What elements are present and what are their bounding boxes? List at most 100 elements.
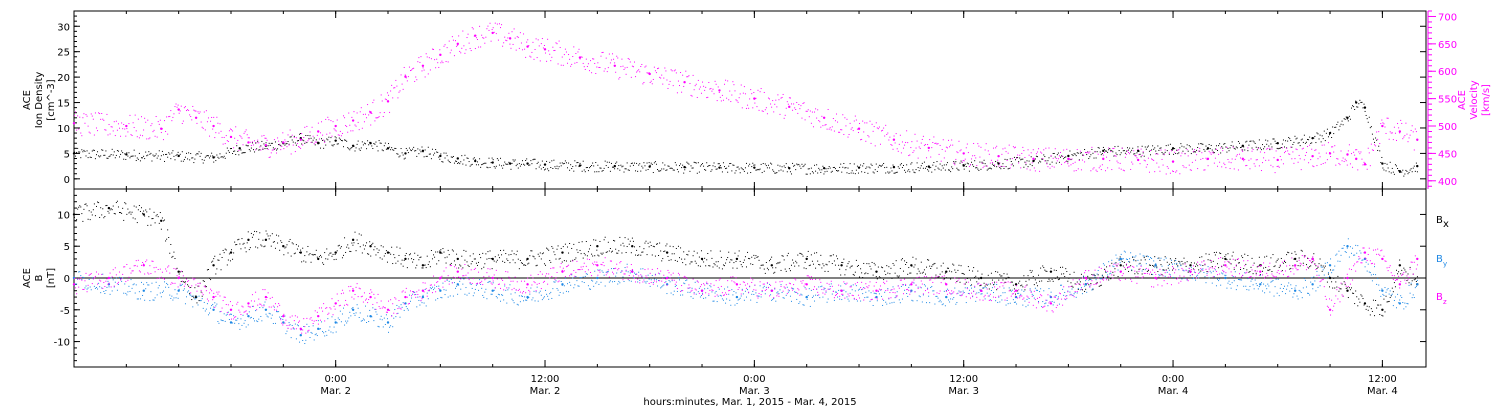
velocity-sample xyxy=(859,122,861,124)
velocity-sample xyxy=(693,89,695,91)
velocity-sample xyxy=(1391,132,1393,134)
bx-sample xyxy=(550,261,552,263)
density-sample xyxy=(1155,150,1157,152)
bx-sample xyxy=(625,252,627,254)
bx-sample xyxy=(290,255,292,257)
bx-sample xyxy=(1027,275,1029,277)
density-sample xyxy=(950,171,952,173)
velocity-sample xyxy=(710,87,712,89)
velocity-sample xyxy=(89,132,91,134)
velocity-sample xyxy=(736,100,738,102)
density-sample xyxy=(1214,148,1216,150)
velocity-sample xyxy=(647,72,649,74)
bx-sample xyxy=(984,285,986,287)
velocity-sample xyxy=(804,119,806,121)
velocity-sample xyxy=(585,58,587,60)
by-sample xyxy=(623,280,625,282)
velocity-sample xyxy=(1354,154,1356,156)
by-sample xyxy=(205,308,207,310)
bx-point xyxy=(212,264,215,267)
velocity-sample xyxy=(571,63,573,65)
bx-sample xyxy=(207,269,209,271)
by-sample xyxy=(693,292,695,294)
density-sample xyxy=(1243,146,1245,148)
density-sample xyxy=(356,143,358,145)
bx-sample xyxy=(1135,260,1137,262)
velocity-sample xyxy=(269,156,271,158)
bx-sample xyxy=(861,272,863,274)
velocity-sample xyxy=(793,103,795,105)
bx-sample xyxy=(923,269,925,271)
density-sample xyxy=(474,159,476,161)
velocity-sample xyxy=(983,165,985,167)
velocity-sample xyxy=(506,40,508,42)
bx-sample xyxy=(256,231,258,233)
velocity-sample xyxy=(363,121,365,123)
bx-sample xyxy=(619,236,621,238)
bx-sample xyxy=(660,250,662,252)
density-sample xyxy=(1107,151,1109,153)
bx-sample xyxy=(764,272,766,274)
by-sample xyxy=(408,294,410,296)
by-sample xyxy=(286,330,288,332)
velocity-sample xyxy=(449,52,451,54)
density-sample xyxy=(115,154,117,156)
bx-sample xyxy=(1034,279,1036,281)
density-sample xyxy=(228,151,230,153)
bx-sample xyxy=(394,257,396,259)
density-sample xyxy=(134,155,136,157)
velocity-sample xyxy=(645,65,647,67)
velocity-sample xyxy=(837,121,839,123)
bx-sample xyxy=(812,263,814,265)
bx-sample xyxy=(1331,281,1333,283)
bx-sample xyxy=(821,267,823,269)
bx-sample xyxy=(535,265,537,267)
density-sample xyxy=(414,150,416,152)
velocity-sample xyxy=(100,118,102,120)
density-sample xyxy=(1009,158,1011,160)
density-sample xyxy=(615,162,617,164)
density-sample xyxy=(121,150,123,152)
bx-sample xyxy=(171,256,173,258)
bx-sample xyxy=(695,262,697,264)
velocity-sample xyxy=(518,47,520,49)
density-sample xyxy=(633,162,635,164)
bx-sample xyxy=(951,271,953,273)
by-sample xyxy=(200,300,202,302)
density-sample xyxy=(112,154,114,156)
density-sample xyxy=(503,164,505,166)
bx-sample xyxy=(815,267,817,269)
velocity-sample xyxy=(1186,149,1188,151)
by-sample xyxy=(463,278,465,280)
bx-sample xyxy=(1297,265,1299,267)
velocity-sample xyxy=(289,129,291,131)
bx-sample xyxy=(167,229,169,231)
velocity-sample xyxy=(503,42,505,44)
velocity-sample xyxy=(891,144,893,146)
density-sample xyxy=(1348,115,1350,117)
bx-sample xyxy=(511,250,513,252)
velocity-sample xyxy=(234,137,236,139)
bx-sample xyxy=(754,257,756,259)
bx-sample xyxy=(179,271,181,273)
bx-sample xyxy=(1140,259,1142,261)
density-sample xyxy=(373,143,375,145)
by-sample xyxy=(319,328,321,330)
velocity-sample xyxy=(780,97,782,99)
bx-sample xyxy=(557,245,559,247)
by-sample xyxy=(703,297,705,299)
density-sample xyxy=(602,170,604,172)
bx-sample xyxy=(1285,261,1287,263)
velocity-sample xyxy=(1293,162,1295,164)
velocity-sample xyxy=(650,80,652,82)
by-sample xyxy=(680,294,682,296)
by-sample xyxy=(160,296,162,298)
density-sample xyxy=(1227,147,1229,149)
bx-sample xyxy=(382,246,384,248)
velocity-sample xyxy=(90,113,92,115)
density-sample xyxy=(728,165,730,167)
bx-sample xyxy=(1164,256,1166,258)
by-point xyxy=(439,289,442,292)
by-sample xyxy=(154,297,156,299)
density-sample xyxy=(682,164,684,166)
